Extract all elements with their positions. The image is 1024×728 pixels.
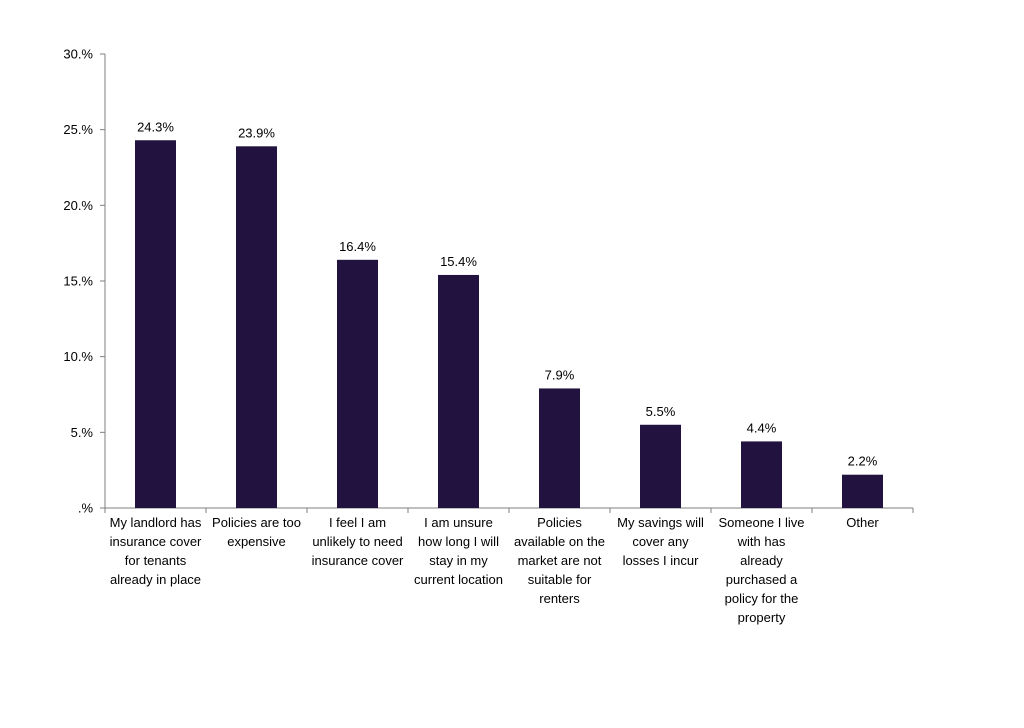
category-label: I am unsure how long I will stay in my curr… [414, 515, 503, 587]
category-label-line: unlikely to need [312, 534, 402, 549]
category-label: My landlord has insurance cover for tenant… [110, 515, 202, 587]
x-axis [104, 507, 914, 513]
y-axis: .% 5.% 10.% 15.% 20.% 25.% 30.% [63, 47, 106, 516]
y-tick-label: .% [78, 501, 94, 516]
y-tick-label: 25.% [63, 122, 93, 137]
bar [842, 474, 883, 508]
category-label: My savings will cover any losses I incur [617, 515, 704, 568]
category-label-line: insurance cover [312, 553, 404, 568]
category-label-line: already [740, 553, 783, 568]
category-label: Policies are too expensive [212, 515, 301, 549]
category-label-line: cover any [632, 534, 689, 549]
value-label: 4.4% [747, 420, 777, 435]
category-label-line: I am unsure [424, 515, 493, 530]
bar [135, 140, 176, 508]
y-tick-label: 30.% [63, 47, 93, 62]
bar [741, 441, 782, 508]
category-label-line: I feel I am [329, 515, 386, 530]
bar [438, 274, 479, 508]
bar [337, 259, 378, 508]
bar [640, 424, 681, 508]
category-label-line: My landlord has [110, 515, 202, 530]
category-label-line: purchased a [726, 572, 798, 587]
category-label: Other [846, 515, 879, 530]
category-label-line: stay in my [429, 553, 488, 568]
y-tick-label: 5.% [71, 425, 94, 440]
category-label-line: already in place [110, 572, 201, 587]
category-label-line: how long I will [418, 534, 499, 549]
category-label-line: Policies [537, 515, 582, 530]
category-label: I feel I am unlikely to need insurance cov… [312, 515, 404, 568]
category-label-line: suitable for [528, 572, 592, 587]
category-label: Policies available on the market are not su… [514, 515, 605, 606]
category-label-line: Other [846, 515, 879, 530]
value-label: 24.3% [137, 119, 174, 134]
category-label-line: My savings will [617, 515, 704, 530]
category-label-line: losses I incur [623, 553, 700, 568]
value-label: 16.4% [339, 239, 376, 254]
value-label: 15.4% [440, 254, 477, 269]
category-label-line: available on the [514, 534, 605, 549]
bar [236, 146, 277, 508]
y-tick-label: 15.% [63, 274, 93, 289]
category-label-line: expensive [227, 534, 286, 549]
category-label-line: policy for the [725, 591, 799, 606]
category-label-line: insurance cover [110, 534, 202, 549]
category-label-line: for tenants [125, 553, 187, 568]
category-label-line: current location [414, 572, 503, 587]
category-label-line: Policies are too [212, 515, 301, 530]
category-label-line: renters [539, 591, 580, 606]
value-label: 7.9% [545, 367, 575, 382]
category-labels: My landlord has insurance cover for tenant… [110, 515, 880, 625]
category-label-line: property [738, 610, 786, 625]
value-label: 2.2% [848, 454, 878, 469]
bars [135, 140, 883, 508]
value-label: 23.9% [238, 125, 275, 140]
data-labels: 24.3% 23.9% 16.4% 15.4% 7.9% 5.5% 4.4% 2.2% [137, 119, 878, 468]
category-label-line: market are not [518, 553, 602, 568]
category-label-line: with has [737, 534, 786, 549]
y-tick-label: 20.% [63, 198, 93, 213]
category-label: Someone I live with has already purchased a… [719, 515, 805, 625]
bar [539, 388, 580, 508]
y-tick-label: 10.% [63, 349, 93, 364]
category-label-line: Someone I live [719, 515, 805, 530]
value-label: 5.5% [646, 404, 676, 419]
